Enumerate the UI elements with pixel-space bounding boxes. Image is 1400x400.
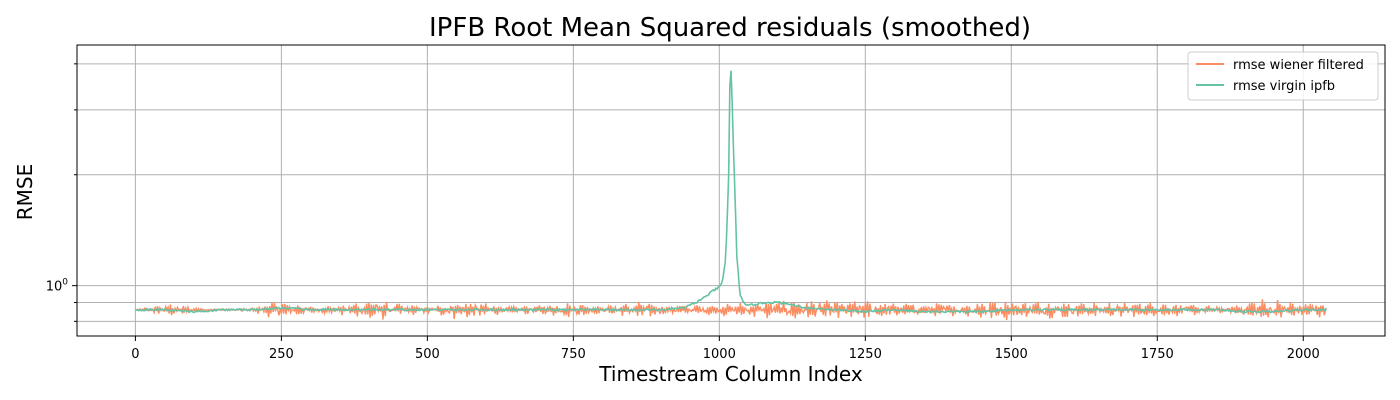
x-tick-label: 750 (561, 347, 586, 362)
x-tick-label: 1250 (849, 347, 882, 362)
y-axis-ticks: 100 (46, 63, 77, 322)
legend-label-virgin: rmse virgin ipfb (1233, 79, 1335, 94)
y-axis-label: RMSE (13, 164, 37, 220)
x-tick-label: 250 (269, 347, 294, 362)
x-tick-label: 0 (131, 347, 139, 362)
x-tick-label: 1750 (1141, 347, 1174, 362)
x-tick-label: 1500 (995, 347, 1028, 362)
legend: rmse wiener filtered rmse virgin ipfb (1187, 51, 1379, 101)
x-axis-ticks: 0 250 500 750 1000 1250 1500 1750 2000 (131, 336, 1320, 362)
chart-title: IPFB Root Mean Squared residuals (smooth… (429, 13, 1031, 43)
series-layer (135, 70, 1328, 321)
x-axis-label: Timestream Column Index (598, 362, 863, 386)
x-tick-label: 1000 (703, 347, 736, 362)
x-tick-label: 2000 (1287, 347, 1320, 362)
x-tick-label: 500 (415, 347, 440, 362)
grid-layer (77, 45, 1385, 336)
series-line-wiener-filtered (135, 299, 1328, 321)
legend-box (1187, 51, 1379, 101)
legend-label-wiener: rmse wiener filtered (1233, 58, 1364, 73)
plot-frame (76, 44, 1386, 337)
series-line-virgin-ipfb (135, 70, 1328, 314)
y-tick-label: 100 (46, 278, 69, 295)
